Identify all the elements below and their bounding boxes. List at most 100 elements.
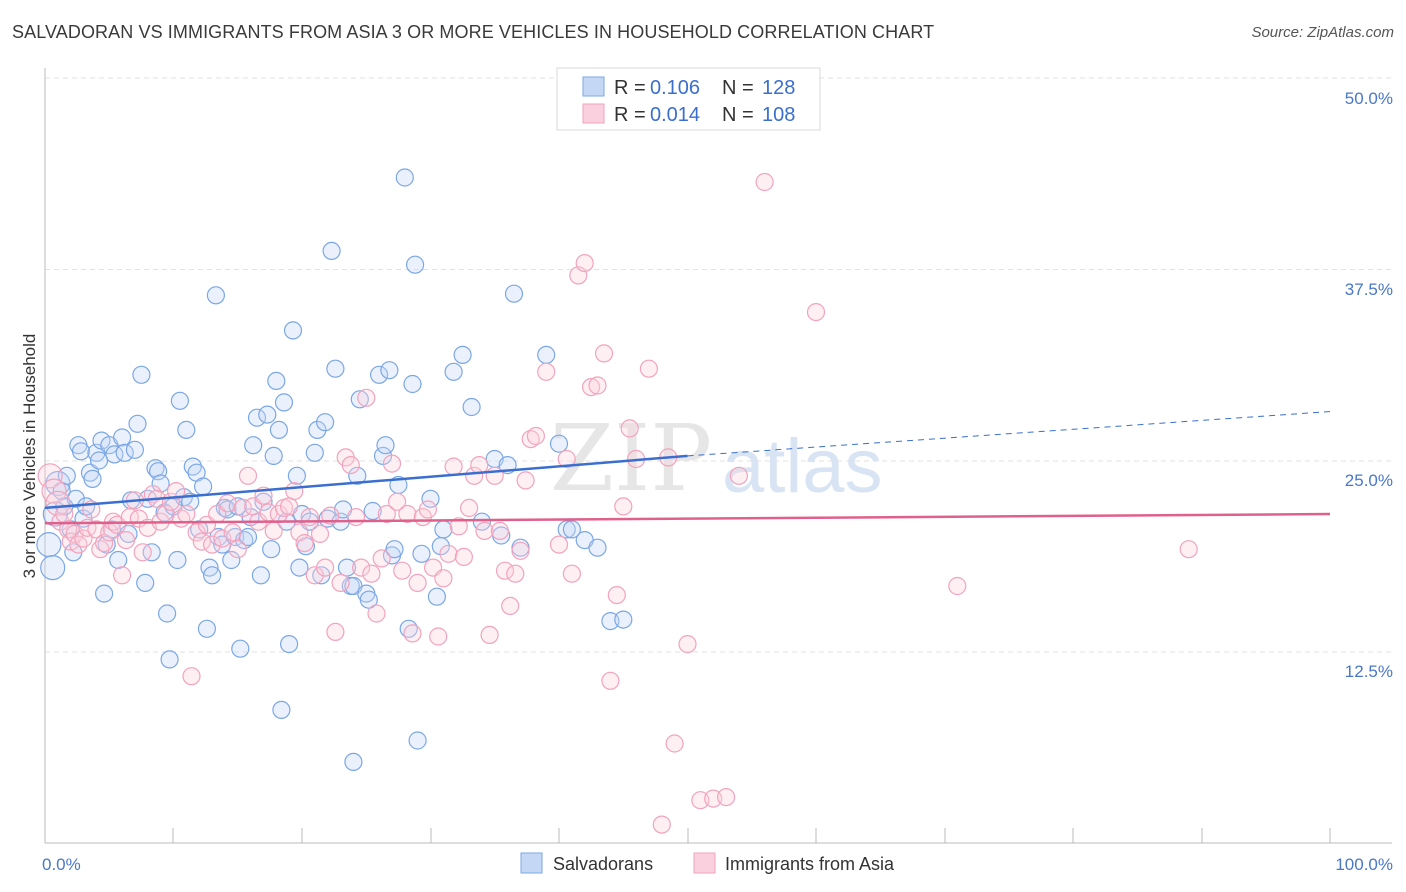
immigrants-point [806,303,826,322]
immigrants-point [418,500,437,519]
immigrants-point [537,362,556,381]
immigrants-point [652,815,671,834]
immigrants-point [372,549,391,568]
salvadorans-point [453,345,472,364]
immigrants-point [94,533,114,553]
salvadorans-point [222,550,241,570]
salvadorans-point [177,420,196,439]
salvadorans-point [412,544,431,563]
immigrants-point [480,625,499,645]
immigrants-point [588,376,607,395]
salvadorans-point [370,365,389,384]
immigrants-point [495,561,515,580]
immigrants-point [594,344,614,363]
immigrants-point [454,547,473,567]
immigrants-trend-line [44,512,1331,525]
immigrants-point [526,426,546,446]
immigrants-point [177,504,196,524]
immigrants-point [238,466,258,485]
salvadorans-point [287,466,306,485]
salvadorans-point [125,440,144,459]
salvadorans-point [557,520,576,539]
salvadorans-point [344,752,363,772]
immigrants-point [377,504,396,524]
immigrants-points [37,172,1198,834]
salvadorans-point [549,434,569,453]
immigrants-point [213,529,232,548]
immigrants-point [388,492,407,511]
legend-r-value: 0.106 [650,77,700,99]
salvadorans-point [337,558,357,577]
immigrants-point [223,523,242,542]
immigrants-point [639,359,659,378]
gridlines [45,77,1392,653]
salvadorans-point [444,362,463,381]
legend-bottom: Salvadorans Immigrants from Asia [520,852,895,874]
salvadorans-point [562,520,582,539]
immigrants-point [300,507,319,527]
immigrants-point [562,564,582,583]
salvadorans-point [158,604,177,623]
immigrants-point [755,172,774,192]
salvadorans-point [350,390,369,409]
immigrants-point [620,419,639,438]
salvadorans-trend-extension [687,411,1331,457]
immigrants-point [357,388,376,407]
trend-lines [44,411,1331,525]
immigrants-point [665,734,684,753]
immigrants-point [601,671,620,690]
immigrants-point [729,466,749,485]
salvadorans-point [251,566,270,585]
y-tick-label: 50.0% [1345,89,1393,108]
immigrants-point [45,490,71,516]
salvadorans-point [504,284,524,303]
salvadorans-point [247,408,267,427]
salvadorans-point [316,413,335,432]
chart-title: SALVADORAN VS IMMIGRANTS FROM ASIA 3 OR … [12,22,935,42]
salvadorans-point [203,566,222,585]
salvadorans-point [408,731,427,750]
salvadorans-point [132,365,151,384]
salvadorans-point [280,634,299,654]
immigrants-point [316,558,335,577]
salvadorans-point [376,436,395,455]
immigrants-point [678,634,697,654]
immigrants-point [280,497,299,516]
x-ticks [44,828,1331,843]
immigrants-point [1179,540,1198,559]
immigrants-point [581,378,601,397]
salvadorans-point [231,639,250,658]
salvadorans-point [160,650,179,669]
immigrants-point [346,507,366,527]
immigrants-point [434,569,453,588]
salvadorans-point [380,361,399,380]
salvadorans-point [406,255,425,274]
immigrants-point [295,533,314,553]
immigrants-point [444,457,463,476]
immigrants-point [501,596,520,616]
salvadorans-point [274,393,294,412]
salvadorans-point [462,397,481,417]
immigrants-point [290,523,309,542]
immigrants-point [367,604,386,623]
legend-n-value: 108 [762,104,795,126]
salvadorans-point [403,374,422,394]
immigrants-point [465,466,484,485]
salvadorans-point [94,584,114,603]
salvadorans-point [115,443,134,462]
immigrants-point [449,517,468,536]
salvadorans-point [254,492,273,511]
immigrants-point [460,498,479,517]
salvadorans-point [40,554,66,581]
immigrants-point [948,576,967,596]
immigrants-point [393,561,412,580]
immigrants-point [37,463,63,489]
salvadorans-point [269,420,288,439]
legend-n-value: 128 [762,77,795,99]
watermark-atlas: atlas [722,424,883,509]
immigrants-point [192,532,211,551]
immigrants-point [408,573,427,593]
salvadorans-point [359,590,378,609]
salvadorans-point [308,420,327,439]
immigrants-point [167,482,186,501]
